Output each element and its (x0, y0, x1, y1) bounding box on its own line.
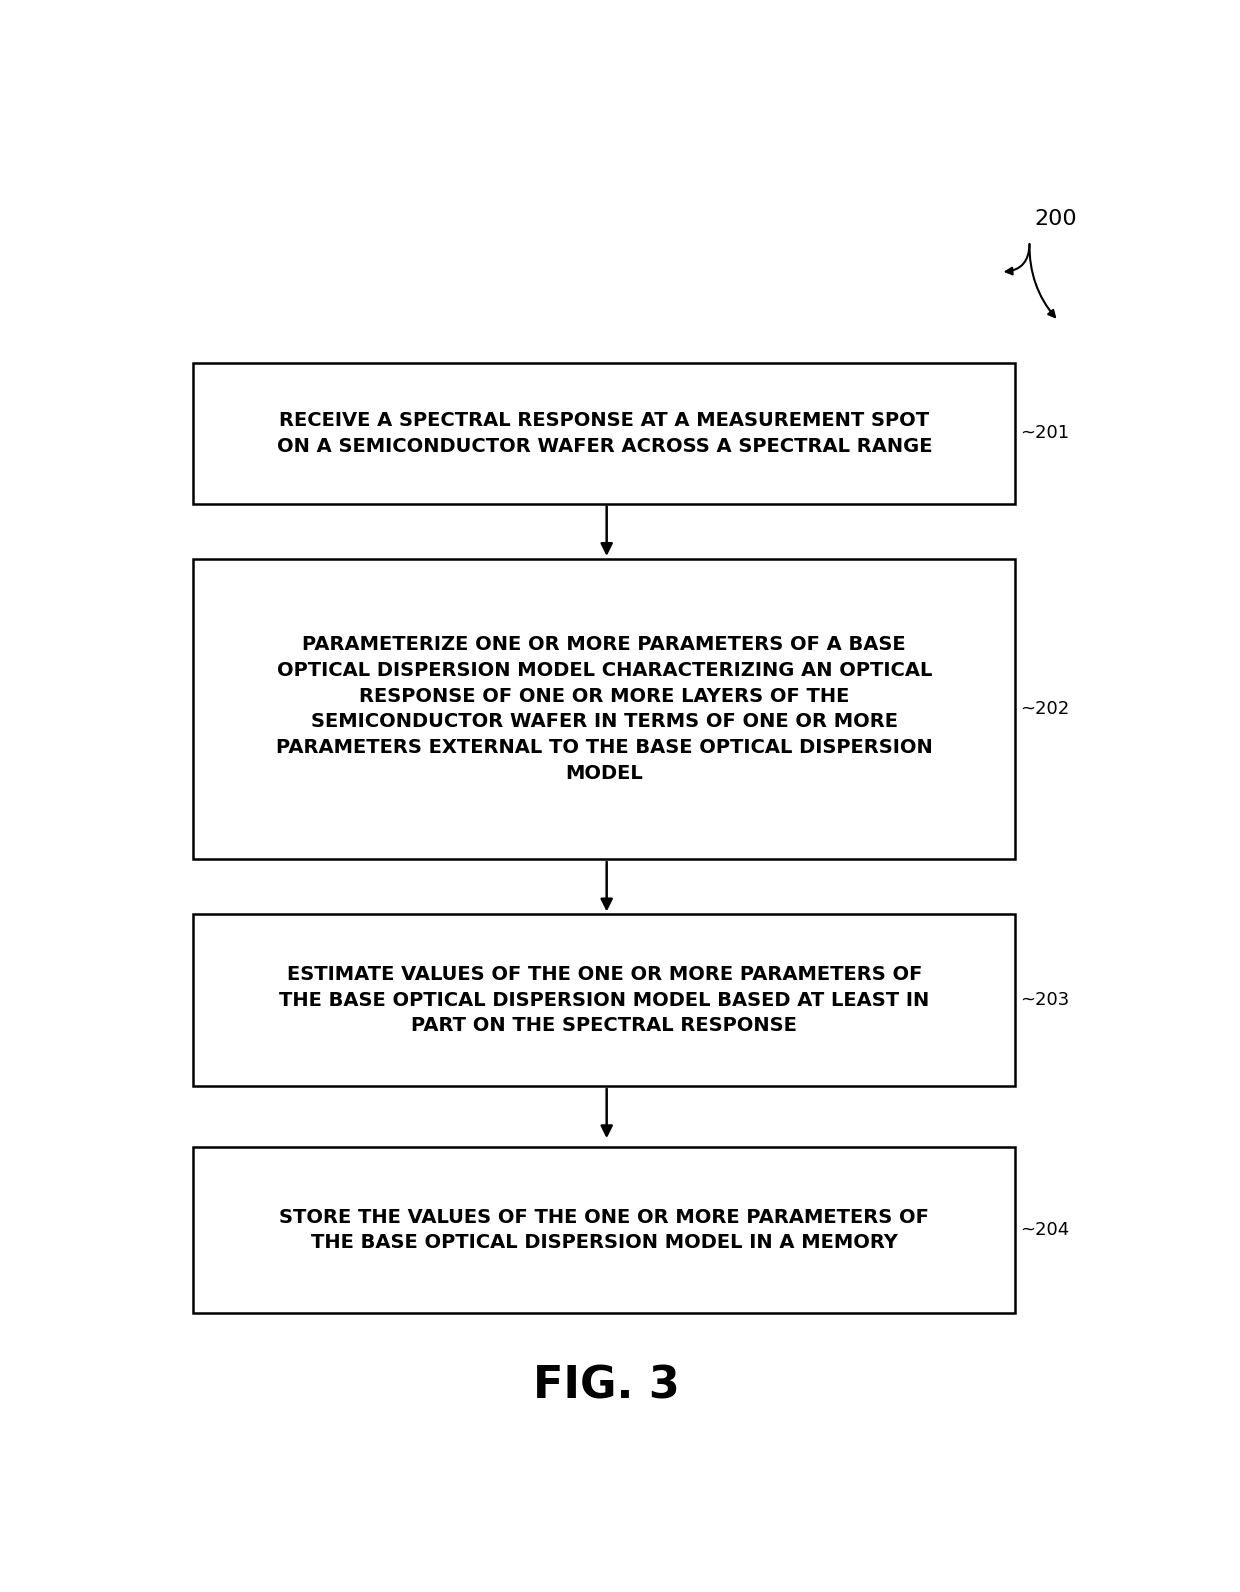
Text: ~204: ~204 (1019, 1221, 1069, 1239)
Text: RECEIVE A SPECTRAL RESPONSE AT A MEASUREMENT SPOT
ON A SEMICONDUCTOR WAFER ACROS: RECEIVE A SPECTRAL RESPONSE AT A MEASURE… (277, 411, 932, 455)
Bar (193, 914, 1016, 1086)
Text: 200: 200 (1034, 209, 1076, 229)
Text: ~202: ~202 (1019, 700, 1069, 718)
Text: PARAMETERIZE ONE OR MORE PARAMETERS OF A BASE
OPTICAL DISPERSION MODEL CHARACTER: PARAMETERIZE ONE OR MORE PARAMETERS OF A… (275, 635, 932, 783)
Bar (193, 1148, 1016, 1313)
Text: ~203: ~203 (1019, 992, 1069, 1009)
Text: ESTIMATE VALUES OF THE ONE OR MORE PARAMETERS OF
THE BASE OPTICAL DISPERSION MOD: ESTIMATE VALUES OF THE ONE OR MORE PARAM… (279, 965, 930, 1035)
Text: ~201: ~201 (1019, 423, 1069, 443)
Text: STORE THE VALUES OF THE ONE OR MORE PARAMETERS OF
THE BASE OPTICAL DISPERSION MO: STORE THE VALUES OF THE ONE OR MORE PARA… (279, 1208, 929, 1253)
Bar (193, 363, 1016, 503)
Bar (193, 559, 1016, 860)
Text: FIG. 3: FIG. 3 (533, 1364, 680, 1407)
